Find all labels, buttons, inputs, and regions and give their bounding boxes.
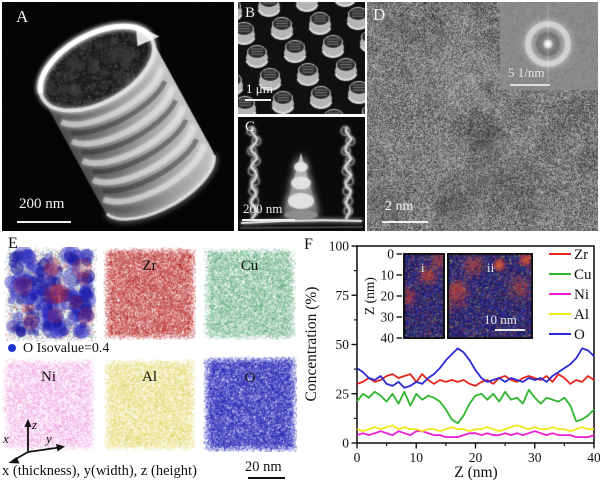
fft-inset: 5 1/nm [500,2,598,90]
apt-map-cu-image [203,247,296,340]
apt-inset-i: i [403,253,445,339]
apt-map-ni: Ni [2,358,95,451]
apt-map-o: O [203,356,297,452]
panel-d-label: D [373,5,386,24]
axis-z-label: z [31,417,37,432]
apt-map-cu: Cu [203,247,296,340]
svg-text:Ni: Ni [574,287,589,303]
apt-inset-ii: ii 10 nm [447,253,533,339]
svg-text:10: 10 [410,450,424,465]
concentration-chart: Concentration (%) Z (nm) Z (nm) 0 10 20 30 4… [303,239,600,482]
panel-f-label: F [304,236,313,253]
panel-d-scalebar-text: 2 nm [385,199,414,214]
apt-map-zr: Zr [103,247,196,340]
apt-map-o-label: O [244,370,256,386]
panel-a: A 200 nm [2,2,234,231]
inset-scalebar-text: 10 nm [484,312,517,327]
svg-text:0: 0 [342,436,349,451]
panel-e-scalebar [248,477,285,479]
panel-b-scalebar-text: 1 μm [246,81,273,96]
inset-ii-label: ii [487,260,495,275]
o-isovalue-bullet-icon [8,343,16,352]
panel-d: D 2 nm 5 1/nm [367,2,598,231]
svg-text:40: 40 [587,450,600,465]
svg-text:20: 20 [469,450,483,465]
svg-text:Zr: Zr [574,247,588,263]
svg-text:30: 30 [528,450,542,465]
coordinate-axes-icon: z y x [2,417,65,464]
svg-text:100: 100 [329,239,350,254]
panel-b: B 1 μm [238,2,365,114]
panel-e: E Zr Cu O Isovalue=0.4 Ni Al O [0,234,300,483]
panel-a-label: A [16,7,29,26]
fft-scalebar-text: 5 1/nm [508,65,545,80]
fft-scalebar [510,84,550,86]
axis-y-label: y [44,431,52,446]
apt-map-al: Al [103,358,196,451]
panel-c: C 200 nm [238,117,365,231]
apt-map-ni-image [2,358,95,451]
svg-text:Cu: Cu [574,267,592,283]
apt-map-zr-image [103,247,196,340]
o-isovalue-text: O Isovalue=0.4 [23,341,110,356]
inset-axis-label: Z (nm) [362,277,377,315]
sem-pillar-array-image [238,2,365,114]
sem-cross-section-image [238,117,365,231]
svg-text:25: 25 [336,386,350,401]
apt-map-combined-image [4,247,97,342]
panel-b-scalebar [245,99,271,101]
sem-micropillar-image [2,2,234,231]
apt-map-al-image [103,358,196,451]
fft-inset-image [500,2,598,90]
svg-text:50: 50 [336,337,350,352]
panel-c-scalebar [242,219,295,221]
apt-map-combined [4,247,97,342]
o-isovalue-note: O Isovalue=0.4 [6,341,109,357]
svg-text:0: 0 [354,450,361,465]
y-axis-label: Concentration (%) [303,287,320,402]
panel-c-scalebar-text: 200 nm [243,201,283,216]
svg-text:0: 0 [387,247,394,262]
svg-text:O: O [574,327,585,343]
svg-text:75: 75 [336,288,350,303]
apt-map-ni-label: Ni [41,369,56,385]
panel-d-scalebar [382,221,428,223]
x-axis-label: Z (nm) [454,464,497,481]
panel-b-label: B [245,5,256,21]
apt-inset-i-image [405,255,443,337]
panel-e-label: E [8,235,18,252]
svg-text:30: 30 [381,310,395,325]
axes-note: x (thickness), y(width), z (height) [2,463,197,479]
panel-a-scalebar-text: 200 nm [19,196,65,212]
apt-map-al-label: Al [142,369,157,385]
inset-scalebar [495,329,525,331]
panel-f: F Concentration (%) Z (nm) Z (nm) 0 10 20 3… [300,234,600,483]
svg-text:10: 10 [381,268,395,283]
apt-inset-ii-image [449,255,531,337]
svg-text:20: 20 [381,289,395,304]
panel-a-scalebar [17,221,71,223]
svg-text:Al: Al [574,307,589,323]
apt-map-cu-label: Cu [240,258,259,274]
svg-text:40: 40 [381,331,395,346]
inset-i-label: i [421,260,425,275]
apt-map-zr-label: Zr [142,258,157,274]
panel-c-label: C [245,119,256,135]
apt-map-o-image [203,356,297,452]
axis-x-label: x [2,431,9,446]
panel-e-scalebar-text: 20 nm [245,459,282,475]
